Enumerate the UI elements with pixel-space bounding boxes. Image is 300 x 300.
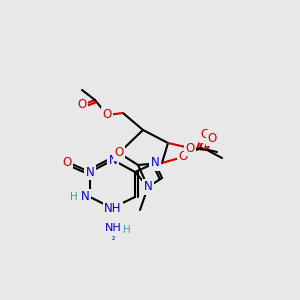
Text: O: O: [178, 151, 188, 164]
Text: O: O: [77, 98, 87, 112]
Text: H: H: [70, 192, 78, 202]
Text: O: O: [62, 155, 72, 169]
Text: NH: NH: [105, 223, 122, 233]
Text: H: H: [123, 225, 131, 235]
Text: N: N: [85, 166, 94, 178]
Text: O: O: [102, 109, 112, 122]
Text: ₂: ₂: [111, 233, 115, 242]
Text: NH: NH: [104, 221, 122, 235]
Text: N: N: [151, 157, 159, 169]
Text: O: O: [114, 146, 124, 160]
Text: O: O: [207, 131, 217, 145]
Text: N: N: [81, 190, 90, 203]
Text: NH: NH: [104, 202, 122, 214]
Text: N: N: [109, 154, 117, 166]
Text: O: O: [185, 142, 195, 154]
Text: O: O: [200, 128, 210, 142]
Text: N: N: [144, 181, 152, 194]
